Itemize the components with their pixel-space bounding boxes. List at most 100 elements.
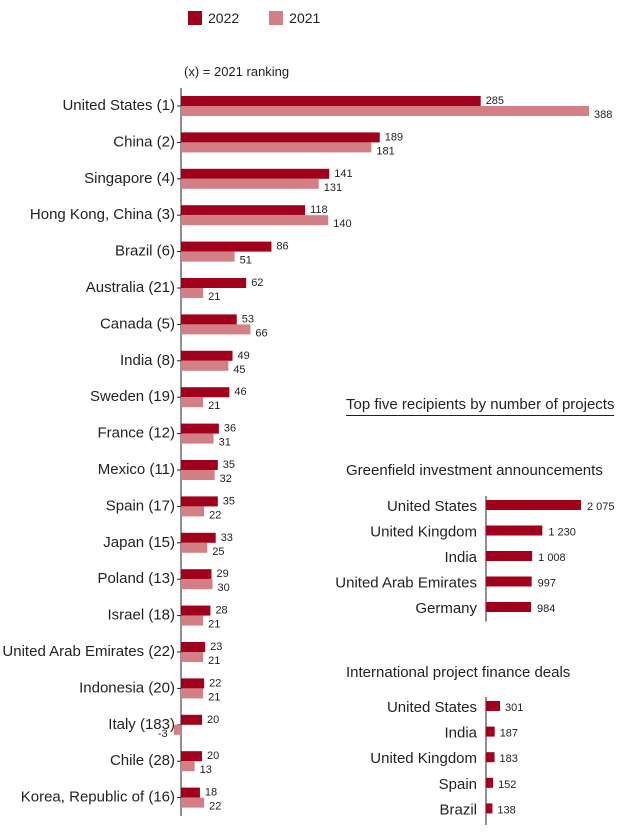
- bar-2021: [181, 652, 204, 662]
- value-label-2022: 29: [216, 568, 228, 580]
- value-label-2021: 32: [220, 473, 232, 485]
- greenfield-bar: [486, 500, 581, 510]
- bar-2022: [181, 132, 380, 143]
- legend-swatch-2021: [269, 11, 284, 25]
- value-label-2022: 20: [207, 750, 219, 762]
- greenfield-value-label: 1 008: [538, 552, 566, 564]
- category-label: Poland (13): [97, 570, 175, 587]
- greenfield-value-label: 2 075: [587, 501, 615, 513]
- value-label-2021: 181: [376, 145, 394, 157]
- category-label: Singapore (4): [84, 170, 175, 187]
- project-finance-bar: [486, 777, 494, 788]
- value-label-2022: 49: [238, 350, 250, 362]
- value-label-2021: 388: [594, 109, 612, 121]
- bar-2021: [181, 397, 204, 408]
- bar-2022: [181, 496, 218, 507]
- chart-legend: 2022 2021: [188, 10, 342, 26]
- category-label: Spain (17): [106, 497, 175, 514]
- bar-2022: [181, 460, 218, 470]
- value-label-2022: 18: [205, 787, 217, 799]
- bar-2022: [181, 751, 203, 762]
- value-label-2021: 25: [212, 546, 224, 558]
- value-label-2022: 20: [207, 714, 219, 726]
- greenfield-category-label: United Arab Emirates: [335, 575, 477, 592]
- bar-2021: [181, 251, 235, 262]
- value-label-2021: 131: [324, 182, 342, 194]
- value-label-2022: 46: [234, 386, 246, 398]
- bar-2021: [181, 470, 215, 480]
- project-finance-bar: [486, 803, 493, 814]
- value-label-2021: 51: [240, 255, 252, 267]
- bar-2021: [181, 142, 372, 153]
- value-label-2022: 35: [223, 459, 235, 471]
- bar-2022: [181, 532, 216, 543]
- category-label: Australia (21): [86, 279, 175, 296]
- bar-2022: [181, 714, 203, 725]
- bar-2021: [181, 688, 204, 699]
- value-label-2021: 21: [208, 291, 220, 303]
- value-label-2022: 22: [209, 677, 221, 689]
- value-label-2021: 140: [333, 218, 351, 230]
- project-finance-category-label: Spain: [439, 776, 477, 793]
- category-label: Canada (5): [100, 315, 175, 332]
- bar-2022: [181, 278, 247, 288]
- legend-label-2021: 2021: [289, 10, 321, 26]
- value-label-2022: 28: [215, 605, 227, 617]
- value-label-2021: 21: [208, 400, 220, 412]
- value-label-2021: 31: [219, 437, 231, 449]
- value-label-2022: 141: [334, 168, 352, 180]
- value-label-2022: 36: [224, 423, 236, 435]
- project-finance-title: International project finance deals: [346, 664, 571, 681]
- project-finance-value-label: 138: [497, 804, 515, 816]
- greenfield-category-label: United States: [387, 498, 477, 515]
- bar-2022: [181, 605, 211, 616]
- greenfield-title: Greenfield investment announcements: [346, 462, 603, 479]
- bar-2022: [181, 241, 272, 252]
- category-label: Korea, Republic of (16): [21, 789, 175, 806]
- project-finance-category-label: Brazil: [439, 801, 477, 818]
- value-label-2022: 53: [242, 313, 254, 325]
- value-label-2022: 285: [486, 95, 504, 107]
- bar-2021: [181, 215, 329, 226]
- value-label-2022: 86: [276, 241, 288, 253]
- greenfield-value-label: 984: [537, 603, 555, 615]
- value-label-2021: 22: [209, 801, 221, 813]
- value-label-2021: 45: [233, 364, 245, 376]
- bar-2021: [181, 324, 251, 335]
- category-label: Israel (18): [107, 607, 175, 624]
- value-label-2021: 21: [208, 619, 220, 631]
- project-finance-value-label: 152: [498, 779, 516, 791]
- bar-2021: [181, 433, 214, 444]
- category-label: Indonesia (20): [79, 679, 175, 696]
- value-label-2021: 21: [208, 691, 220, 703]
- project-finance-bar: [486, 752, 495, 763]
- bar-2021: [181, 360, 229, 371]
- bar-2022: [181, 168, 330, 179]
- bar-2022: [181, 678, 205, 689]
- bar-2021: [181, 106, 589, 116]
- value-label-2022: 23: [210, 641, 222, 653]
- value-label-2021: 22: [209, 509, 221, 521]
- bar-2022: [181, 642, 206, 652]
- value-label-2022: 62: [251, 277, 263, 289]
- category-label: India (8): [120, 352, 175, 369]
- legend-label-2022: 2022: [208, 10, 240, 26]
- category-label: Japan (15): [103, 534, 175, 551]
- project-finance-category-label: India: [444, 725, 477, 742]
- bar-2022: [181, 787, 200, 798]
- category-label: United Arab Emirates (22): [2, 643, 175, 660]
- bar-2021: [181, 506, 205, 517]
- value-label-2021: 21: [208, 655, 220, 667]
- bar-2022: [181, 387, 230, 398]
- category-label: Brazil (6): [115, 243, 175, 260]
- bar-2022: [181, 350, 233, 361]
- category-label: Chile (28): [110, 752, 175, 769]
- legend-swatch-2022: [188, 11, 202, 25]
- bar-2022: [181, 569, 212, 580]
- bar-2021: [173, 724, 181, 735]
- greenfield-value-label: 1 230: [548, 527, 576, 539]
- category-label: Mexico (11): [98, 461, 175, 478]
- category-label: United States (1): [62, 97, 175, 114]
- greenfield-category-label: United Kingdom: [370, 524, 477, 541]
